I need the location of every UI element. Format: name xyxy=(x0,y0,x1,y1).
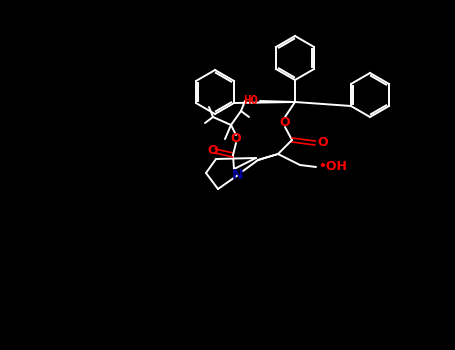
Text: N: N xyxy=(232,168,244,182)
Text: O: O xyxy=(231,133,241,146)
Text: O: O xyxy=(207,145,218,158)
Text: •OH: •OH xyxy=(318,161,347,174)
Text: O: O xyxy=(280,116,290,128)
Text: O: O xyxy=(317,136,328,149)
Polygon shape xyxy=(256,154,278,161)
Text: HO: HO xyxy=(243,94,258,107)
